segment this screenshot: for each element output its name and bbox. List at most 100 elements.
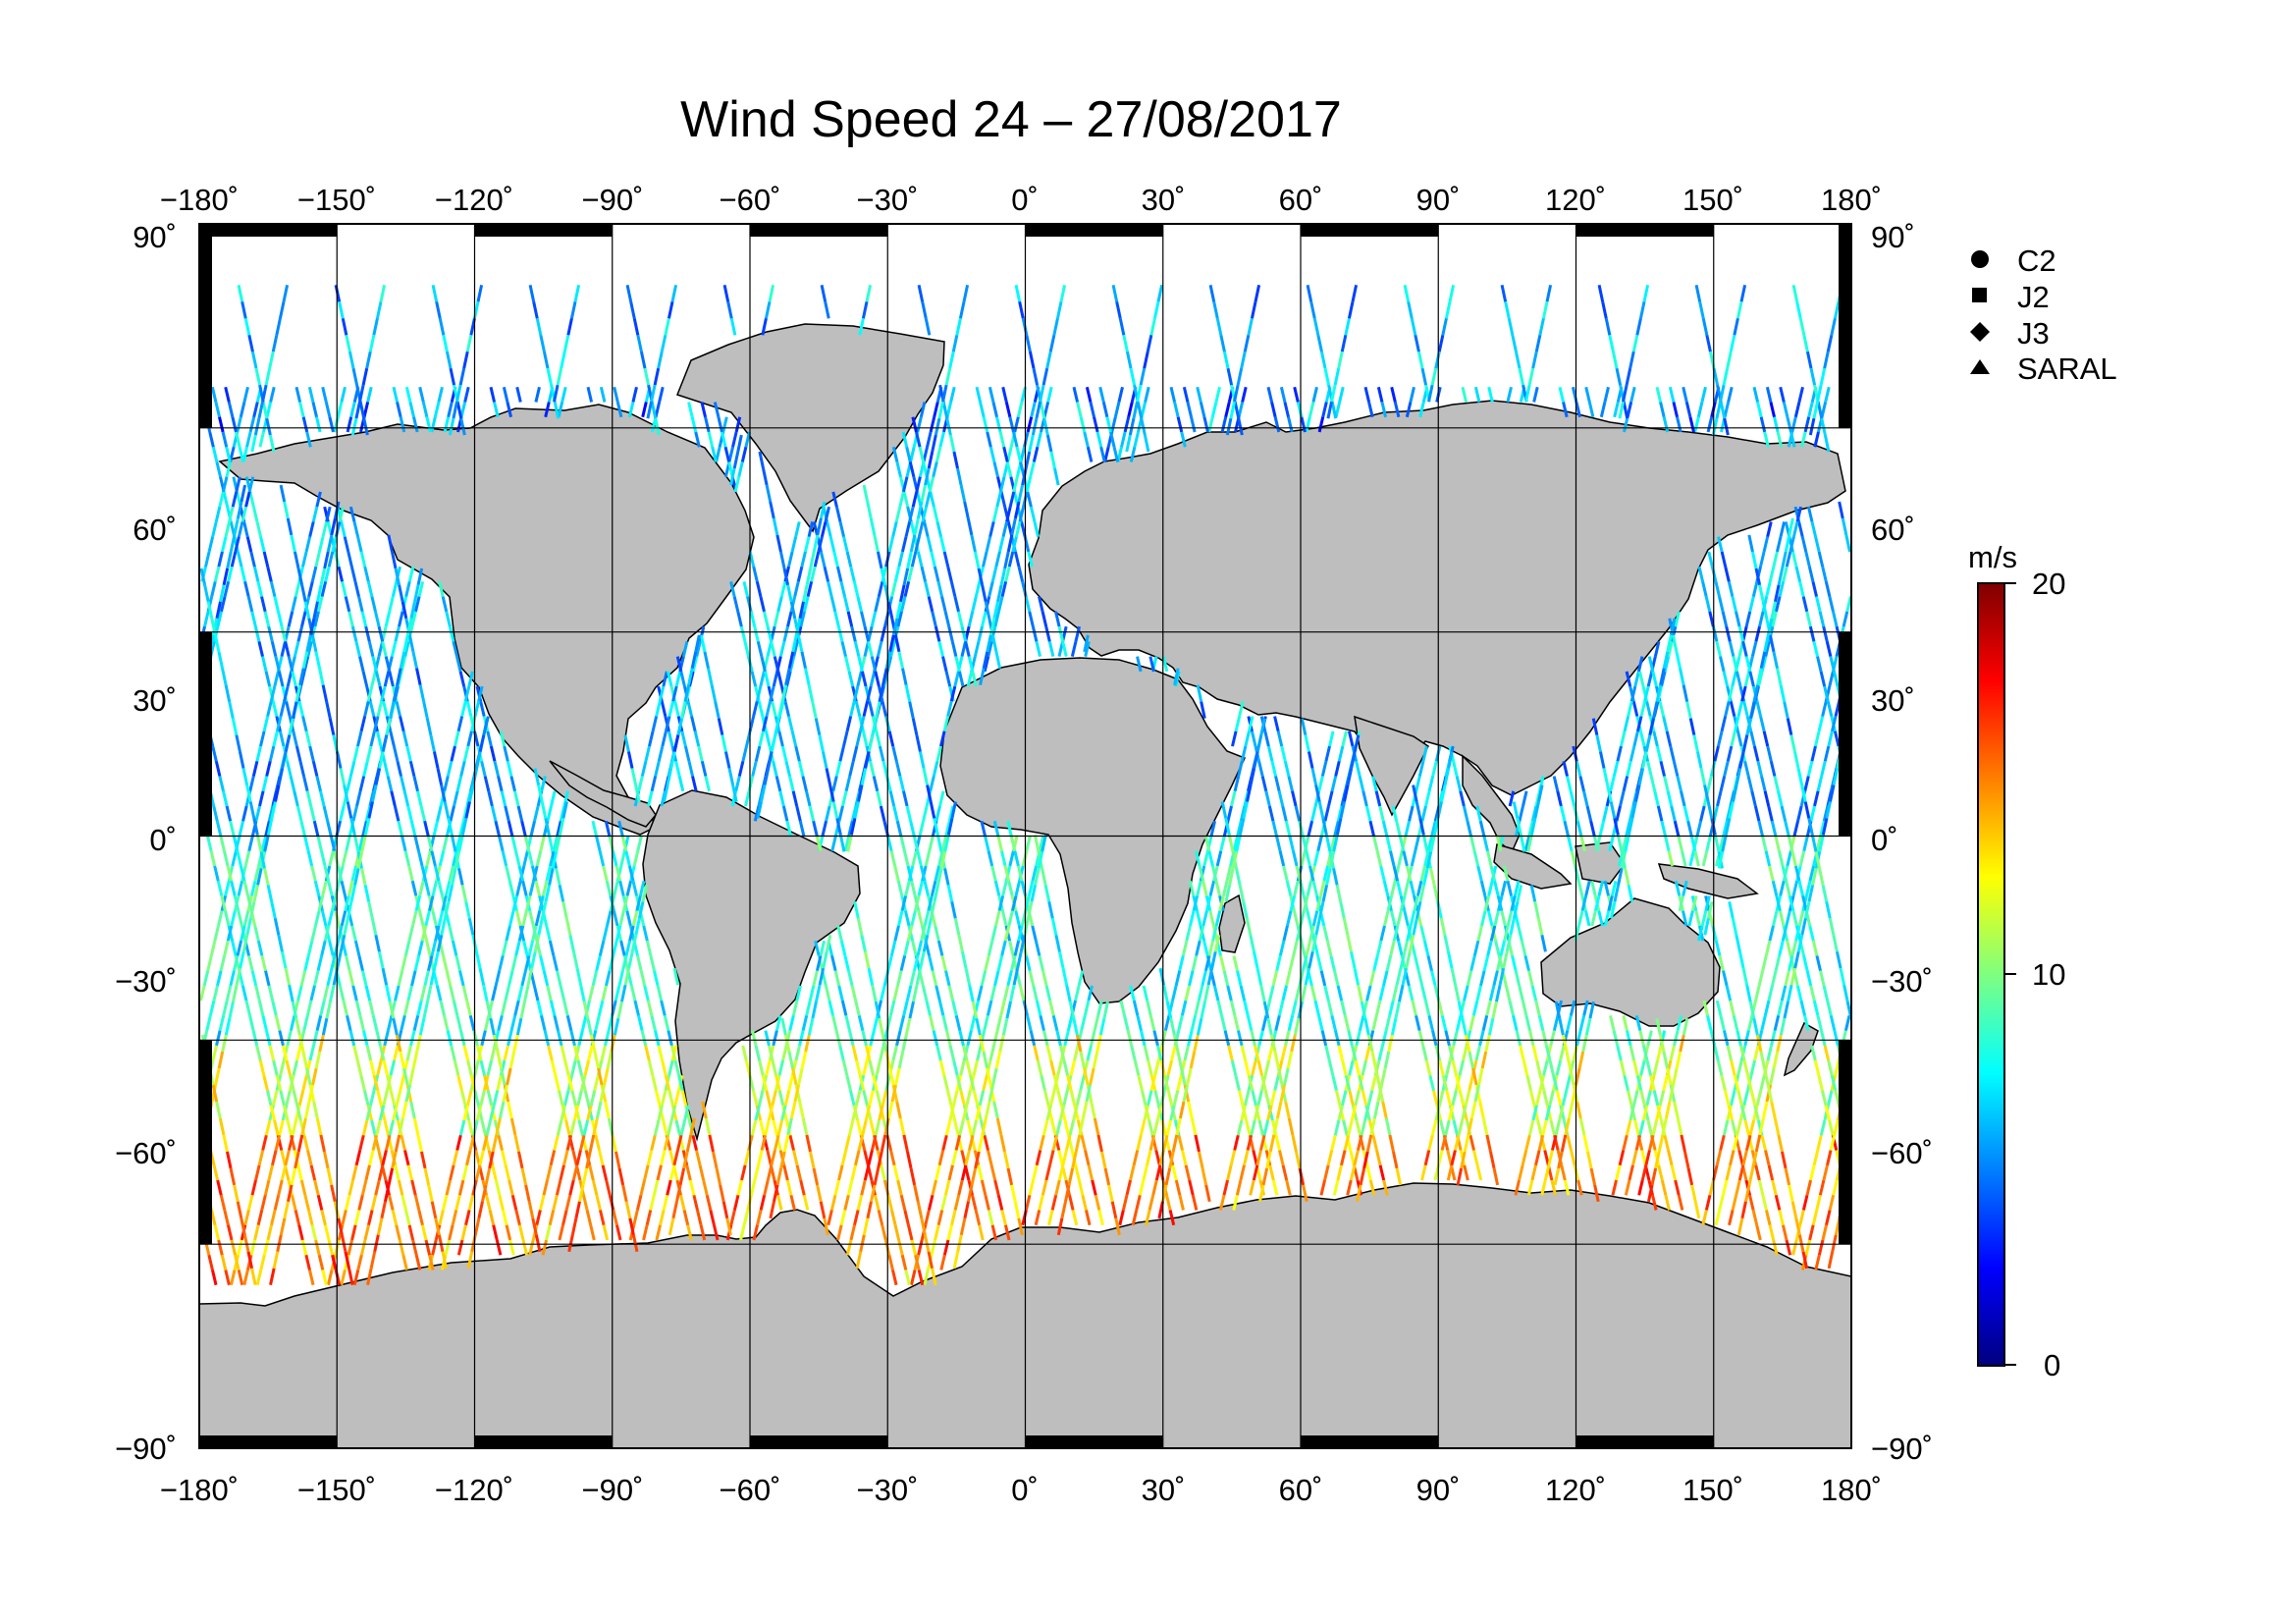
track-segment bbox=[443, 801, 451, 819]
track-segment bbox=[312, 820, 320, 837]
track-segment bbox=[506, 760, 513, 777]
track-segment bbox=[1305, 940, 1312, 956]
track-segment bbox=[1089, 1067, 1095, 1086]
track-segment bbox=[1670, 1164, 1678, 1181]
track-segment bbox=[1273, 1051, 1281, 1069]
track-segment bbox=[868, 1059, 876, 1076]
track-segment bbox=[1735, 1179, 1741, 1196]
track-segment bbox=[679, 1194, 686, 1211]
track-segment bbox=[535, 1210, 542, 1226]
track-segment bbox=[1677, 836, 1683, 852]
track-segment bbox=[440, 784, 447, 802]
track-segment bbox=[1384, 1117, 1392, 1136]
track-segment bbox=[401, 1254, 408, 1271]
track-segment bbox=[1010, 895, 1018, 912]
track-segment bbox=[1455, 1015, 1463, 1031]
track-segment bbox=[600, 1045, 607, 1061]
track-segment bbox=[1402, 940, 1410, 956]
track-segment bbox=[1845, 596, 1851, 613]
track-segment bbox=[218, 776, 225, 792]
track-segment bbox=[473, 1217, 481, 1236]
track-segment bbox=[404, 386, 412, 403]
track-segment bbox=[819, 551, 827, 568]
track-segment bbox=[523, 836, 531, 852]
track-segment bbox=[1415, 801, 1422, 819]
track-segment bbox=[508, 1239, 515, 1256]
track-segment bbox=[1174, 1179, 1182, 1196]
track-segment bbox=[931, 434, 937, 453]
track-segment bbox=[1348, 1090, 1355, 1107]
track-segment bbox=[798, 1101, 805, 1119]
track-segment bbox=[1603, 386, 1610, 403]
track-segment bbox=[856, 671, 863, 687]
track-segment bbox=[490, 1045, 497, 1061]
track-segment bbox=[386, 1015, 394, 1031]
track-segment bbox=[867, 641, 874, 657]
track-segment bbox=[305, 1000, 313, 1016]
track-segment bbox=[262, 1239, 270, 1256]
track-segment bbox=[657, 1045, 665, 1061]
track-segment bbox=[553, 1015, 560, 1031]
track-segment bbox=[1412, 784, 1418, 802]
track-segment bbox=[1354, 1059, 1362, 1076]
track-segment bbox=[392, 684, 400, 702]
track-segment bbox=[290, 1167, 297, 1186]
track-segment bbox=[1461, 386, 1468, 403]
track-segment bbox=[1782, 566, 1789, 582]
track-segment bbox=[1391, 985, 1399, 1001]
track-segment bbox=[996, 1194, 1004, 1211]
track-segment bbox=[947, 985, 955, 1001]
track-segment bbox=[898, 491, 905, 508]
track-segment bbox=[266, 700, 273, 717]
land-australia bbox=[1540, 897, 1721, 1027]
track-segment bbox=[229, 820, 236, 837]
track-segment bbox=[438, 581, 445, 597]
track-segment bbox=[293, 790, 299, 807]
track-segment bbox=[262, 716, 270, 732]
track-segment bbox=[1440, 1015, 1448, 1031]
track-segment bbox=[1813, 790, 1820, 807]
track-segment bbox=[1718, 955, 1725, 972]
track-segment bbox=[250, 351, 258, 369]
track-segment bbox=[1005, 506, 1012, 522]
track-segment bbox=[280, 625, 288, 642]
track-segment bbox=[528, 1239, 535, 1256]
track-segment bbox=[1178, 955, 1185, 972]
track-segment bbox=[934, 446, 942, 462]
track-segment bbox=[450, 835, 457, 852]
track-segment bbox=[1569, 1000, 1576, 1016]
track-segment bbox=[896, 611, 903, 627]
track-segment bbox=[1638, 671, 1645, 687]
track-segment bbox=[691, 776, 698, 792]
track-segment bbox=[1375, 850, 1383, 867]
track-segment bbox=[987, 850, 994, 867]
track-segment bbox=[1687, 910, 1694, 927]
track-segment bbox=[586, 1105, 593, 1121]
track-segment bbox=[1269, 1090, 1277, 1107]
track-segment bbox=[1500, 880, 1508, 896]
track-segment bbox=[1737, 1164, 1745, 1181]
track-segment bbox=[1347, 301, 1355, 319]
track-segment bbox=[1805, 611, 1812, 627]
track-segment bbox=[578, 1134, 586, 1151]
track-segment bbox=[923, 1270, 930, 1286]
track-segment bbox=[236, 501, 243, 519]
track-segment bbox=[420, 865, 428, 882]
track-segment bbox=[664, 317, 670, 336]
track-segment bbox=[1580, 895, 1588, 912]
track-segment bbox=[301, 551, 308, 568]
track-segment bbox=[1250, 730, 1257, 747]
track-segment bbox=[1336, 1164, 1343, 1181]
track-segment bbox=[480, 1030, 487, 1047]
track-segment bbox=[685, 1134, 693, 1153]
track-segment bbox=[338, 301, 345, 319]
track-segment bbox=[261, 1134, 268, 1151]
track-segment bbox=[1079, 416, 1087, 433]
track-segment bbox=[1253, 1105, 1260, 1121]
track-segment bbox=[1038, 1194, 1044, 1211]
track-segment bbox=[995, 1117, 1003, 1136]
track-segment bbox=[853, 641, 861, 657]
track-segment bbox=[1013, 416, 1020, 433]
track-segment bbox=[778, 551, 786, 569]
track-segment bbox=[1649, 1075, 1656, 1091]
